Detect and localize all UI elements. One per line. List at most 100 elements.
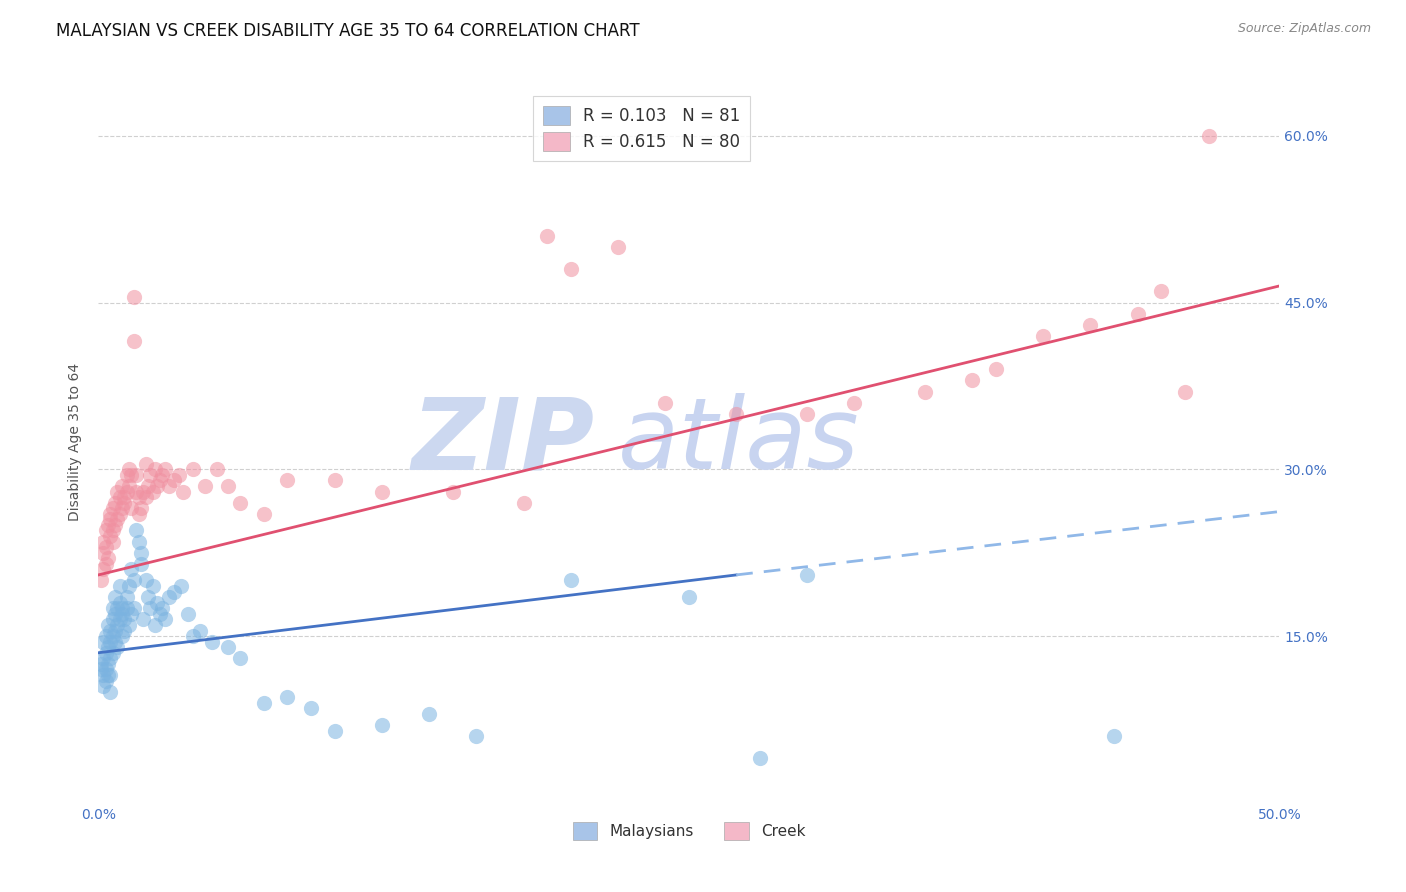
Point [132,612,155,626]
Point [181,629,204,643]
Point [91,546,114,560]
Point [112,624,135,638]
Point [98,624,121,638]
Point [98,507,121,521]
Point [101,534,124,549]
Point [844,395,866,409]
Point [94,662,117,676]
Point [560,574,582,588]
Point [105,640,128,655]
Point [323,474,346,488]
Point [118,479,141,493]
Point [157,479,180,493]
Point [167,467,190,482]
Point [115,590,138,604]
Point [94,673,117,688]
Point [163,474,186,488]
Point [97,618,120,632]
Point [201,634,224,648]
Legend: Malaysians, Creek: Malaysians, Creek [567,816,811,846]
Text: Source: ZipAtlas.com: Source: ZipAtlas.com [1237,22,1371,36]
Point [90,662,112,676]
Point [170,579,193,593]
Point [115,467,138,482]
Point [217,479,239,493]
Point [121,562,143,576]
Point [105,484,128,499]
Point [91,679,114,693]
Point [194,479,217,493]
Point [1174,384,1197,399]
Point [1102,729,1125,743]
Point [146,479,169,493]
Text: ZIP: ZIP [412,393,595,490]
Point [560,262,582,277]
Point [984,362,1007,376]
Point [142,579,165,593]
Point [118,618,141,632]
Point [132,484,155,499]
Point [98,512,121,526]
Point [125,467,148,482]
Point [371,718,394,732]
Point [97,517,120,532]
Point [104,624,127,638]
Point [101,601,124,615]
Point [217,640,239,655]
Point [150,601,173,615]
Point [108,596,131,610]
Point [121,607,143,621]
Point [111,479,134,493]
Point [163,584,186,599]
Point [143,618,166,632]
Point [129,546,152,560]
Point [98,668,121,682]
Point [122,574,145,588]
Point [97,668,120,682]
Point [1080,318,1102,332]
Point [229,496,252,510]
Point [172,484,194,499]
Point [115,601,138,615]
Point [149,474,172,488]
Point [91,562,114,576]
Point [418,706,440,721]
Point [253,507,276,521]
Point [115,484,138,499]
Point [136,479,159,493]
Point [108,579,131,593]
Point [914,384,936,399]
Point [1032,329,1054,343]
Point [111,601,134,615]
Point [323,723,346,738]
Point [101,524,124,538]
Point [143,462,166,476]
Point [129,501,152,516]
Point [121,501,143,516]
Point [962,373,984,387]
Point [104,496,127,510]
Point [94,540,117,554]
Point [142,484,165,499]
Point [105,601,128,615]
Point [135,490,157,504]
Point [101,629,124,643]
Point [607,240,630,254]
Point [125,524,148,538]
Point [135,457,157,471]
Point [796,568,818,582]
Point [205,462,228,476]
Point [1198,128,1220,143]
Point [104,590,127,604]
Point [654,395,676,409]
Point [128,534,150,549]
Point [91,534,114,549]
Point [371,484,394,499]
Point [91,634,114,648]
Point [725,407,748,421]
Point [149,607,172,621]
Point [153,612,176,626]
Point [135,574,157,588]
Point [104,607,127,621]
Point [299,701,322,715]
